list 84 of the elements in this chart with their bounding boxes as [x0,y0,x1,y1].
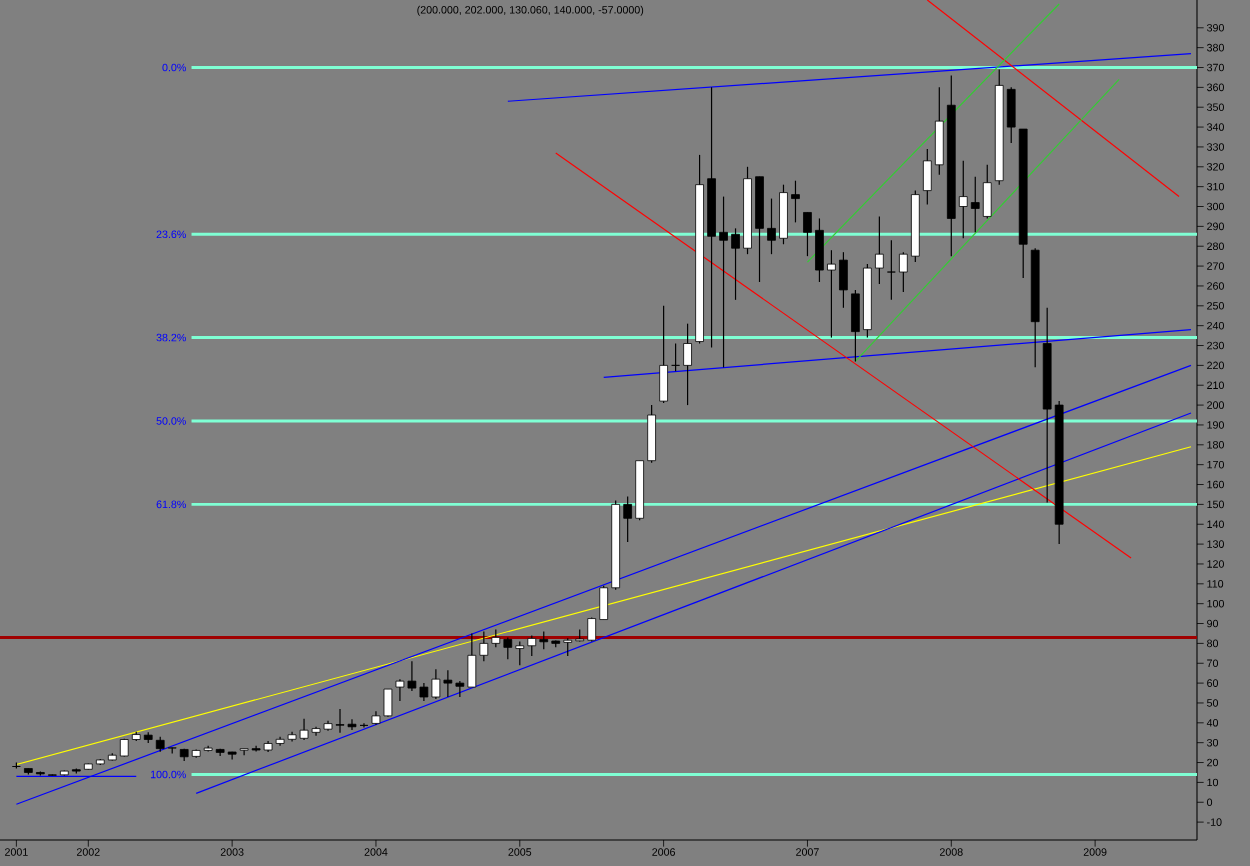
y-tick-label: 140 [1207,520,1224,529]
y-tick-label: 150 [1207,500,1224,509]
candlestick [431,668,441,700]
x-tick-label: 2003 [220,848,244,856]
y-tick-label: 130 [1207,540,1224,548]
candlestick [335,708,345,734]
annotation: 50.0% [156,417,186,425]
candlestick [503,636,513,660]
x-tick-label: 2004 [364,848,388,856]
annotation: 38.2% [156,333,186,342]
candlestick [875,215,884,285]
x-tick-label: 2007 [796,848,819,856]
y-tick-label: 100 [1207,599,1224,608]
annotation: 100.0% [150,770,186,779]
candlestick [791,180,800,223]
y-tick-label: 90 [1207,619,1219,628]
y-tick-label: 40 [1206,719,1219,727]
y-tick-label: 320 [1206,163,1224,171]
candlestick [887,239,896,301]
candlestick [347,718,357,731]
y-tick-label: 250 [1207,302,1224,310]
y-tick-label: 70 [1207,659,1219,668]
y-tick-label: 270 [1207,262,1224,270]
candlestick [227,751,237,761]
candlestick [898,251,908,293]
candlestick [683,323,692,406]
y-tick-label: 210 [1207,381,1224,390]
y-tick-label: 10 [1207,778,1219,787]
y-tick-label: 340 [1206,123,1224,131]
y-tick-label: 310 [1206,182,1224,191]
y-tick-label: 330 [1206,143,1224,151]
y-tick-label: 120 [1207,560,1224,568]
candlestick [527,634,537,657]
y-tick-label: 380 [1206,43,1224,52]
y-tick-label: 60 [1207,679,1219,687]
y-tick-label: 0 [1207,798,1213,807]
annotation: 23.6% [156,230,186,239]
y-tick-label: 300 [1206,202,1224,211]
y-tick-label: 160 [1207,480,1224,489]
candlestick [623,495,633,543]
x-tick-label: 2001 [5,848,28,856]
candlestick [239,748,249,756]
y-tick-label: 390 [1206,24,1224,32]
candlestick [731,227,740,301]
candlestick [479,630,489,662]
candlestick [455,680,465,698]
candlestick [443,669,453,698]
y-tick-label: 80 [1207,639,1219,648]
y-tick-label: -10 [1207,818,1222,826]
candlestick [803,211,812,257]
candlestick [719,195,728,368]
x-tick-label: 2006 [652,848,676,856]
x-tick-label: 2008 [939,848,963,856]
y-tick-label: 370 [1206,63,1224,72]
candlestick [827,249,836,339]
text: (200.000, 202.000, 130.060, 140.000, -57.0000) [417,5,644,16]
candlestick [970,176,980,233]
y-tick-label: 30 [1206,738,1219,747]
y-tick-label: 290 [1207,222,1224,231]
y-tick-label: 20 [1207,758,1219,767]
x-tick-label: 2002 [76,848,100,856]
candlestick [395,678,405,702]
y-tick-label: 200 [1207,401,1224,409]
y-tick-label: 230 [1207,341,1224,350]
candlestick [299,718,309,741]
annotation: 0.0% [162,63,186,72]
y-tick-label: 280 [1207,242,1224,250]
x-tick-label: 2005 [508,848,532,856]
y-tick-label: 180 [1207,441,1224,449]
x-tick-label: 2009 [1083,848,1107,856]
y-tick-label: 260 [1207,282,1224,290]
candlestick [515,640,525,666]
y-tick-label: 50 [1207,699,1219,707]
y-tick-label: 190 [1207,421,1224,429]
y-tick-label: 110 [1207,580,1224,588]
y-tick-label: 220 [1207,361,1224,370]
candlestick [958,160,968,239]
y-tick-label: 240 [1207,321,1224,330]
y-tick-label: 350 [1206,103,1224,111]
y-tick-label: 170 [1207,460,1224,469]
candlestick [407,660,417,692]
candlestick [767,197,776,255]
annotation: 61.8% [156,500,186,509]
y-tick-label: 360 [1206,83,1224,92]
